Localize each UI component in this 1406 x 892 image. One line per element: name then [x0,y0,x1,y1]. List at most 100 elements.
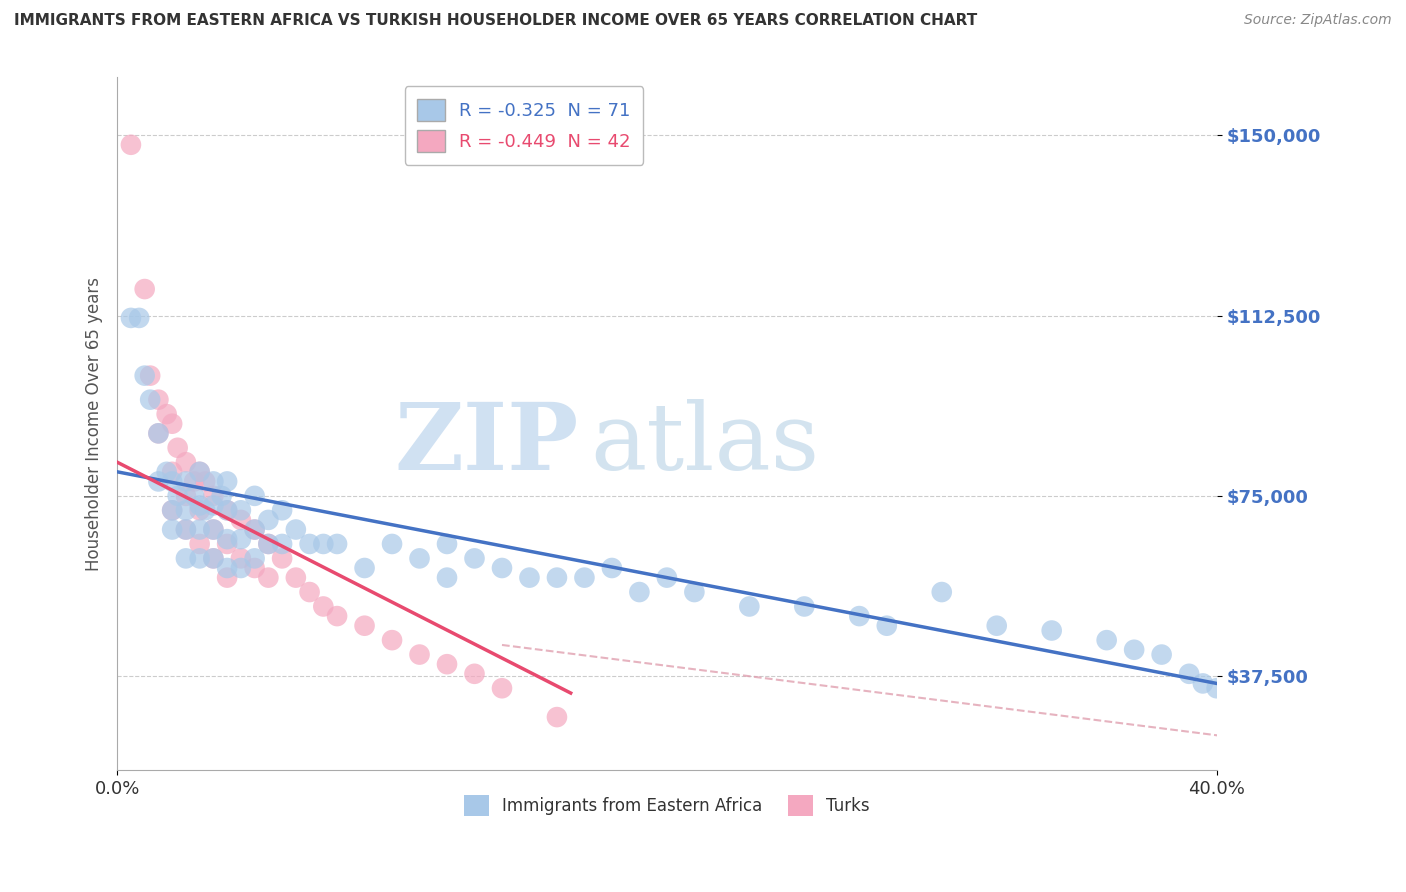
Point [600,561,623,575]
Point [229,503,252,517]
Point [148,426,170,441]
Point [436,657,458,672]
Point [243,551,266,566]
Point [160,503,183,517]
Point [312,599,335,614]
Point [139,392,162,407]
Point [408,648,430,662]
Point [243,523,266,537]
Point [257,513,280,527]
Point [202,523,225,537]
Point [381,537,404,551]
Point [229,513,252,527]
Point [326,609,349,624]
Point [1178,666,1201,681]
Point [188,523,211,537]
Point [194,475,217,489]
Point [491,561,513,575]
Point [139,368,162,383]
Point [160,475,183,489]
Point [120,310,142,325]
Point [188,503,211,517]
Point [1205,681,1227,696]
Point [217,503,239,517]
Point [243,561,266,575]
Point [1040,624,1063,638]
Point [188,551,211,566]
Point [211,489,233,503]
Point [876,618,898,632]
Point [160,503,183,517]
Point [519,571,541,585]
Point [284,571,307,585]
Point [183,475,205,489]
Point [353,561,375,575]
Point [188,537,211,551]
Point [257,571,280,585]
Point [134,368,156,383]
Text: ZIP: ZIP [395,400,579,490]
Point [229,561,252,575]
Point [160,417,183,431]
Point [1123,642,1146,657]
Point [160,523,183,537]
Point [202,551,225,566]
Point [1150,648,1173,662]
Point [217,537,239,551]
Point [243,489,266,503]
Point [574,571,596,585]
Point [491,681,513,696]
Point [655,571,678,585]
Point [217,503,239,517]
Point [257,537,280,551]
Point [188,465,211,479]
Point [148,426,170,441]
Point [134,282,156,296]
Point [271,551,294,566]
Point [217,571,239,585]
Point [148,392,170,407]
Point [298,585,321,599]
Point [931,585,953,599]
Point [202,475,225,489]
Point [1095,633,1118,648]
Point [174,551,197,566]
Point [174,523,197,537]
Point [546,571,568,585]
Point [243,523,266,537]
Legend: Immigrants from Eastern Africa, Turks: Immigrants from Eastern Africa, Turks [456,787,877,824]
Point [202,489,225,503]
Point [188,499,211,513]
Point [298,537,321,551]
Point [194,503,217,517]
Point [166,489,188,503]
Point [174,503,197,517]
Point [683,585,706,599]
Point [217,475,239,489]
Point [353,618,375,632]
Point [628,585,651,599]
Point [463,666,485,681]
Point [120,137,142,152]
Point [986,618,1008,632]
Point [156,407,179,421]
Point [408,551,430,566]
Point [848,609,870,624]
Point [1192,676,1215,690]
Point [166,441,188,455]
Point [229,532,252,546]
Point [546,710,568,724]
Text: IMMIGRANTS FROM EASTERN AFRICA VS TURKISH HOUSEHOLDER INCOME OVER 65 YEARS CORRE: IMMIGRANTS FROM EASTERN AFRICA VS TURKIS… [14,13,977,29]
Point [229,551,252,566]
Point [217,532,239,546]
Text: Source: ZipAtlas.com: Source: ZipAtlas.com [1244,13,1392,28]
Point [202,523,225,537]
Point [381,633,404,648]
Point [312,537,335,551]
Point [284,523,307,537]
Point [174,455,197,469]
Point [174,489,197,503]
Point [160,465,183,479]
Point [257,537,280,551]
Point [156,465,179,479]
